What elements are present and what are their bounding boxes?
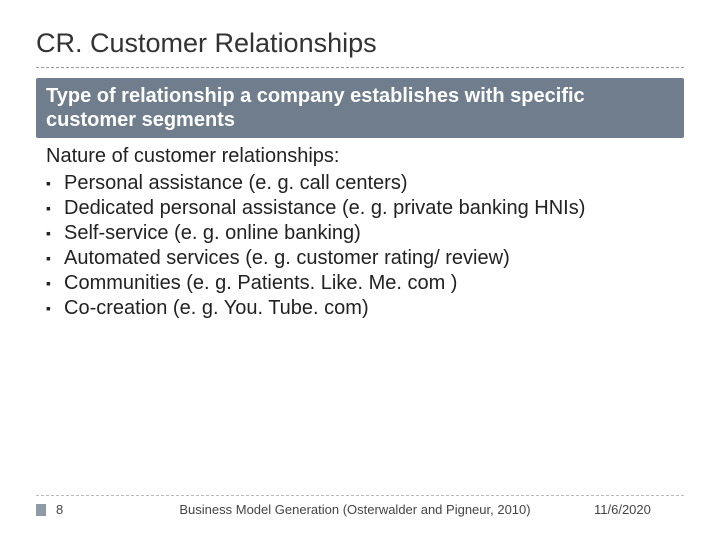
bullet-list: Personal assistance (e. g. call centers)… [46, 171, 674, 321]
title-rule [36, 67, 684, 68]
list-item: Automated services (e. g. customer ratin… [46, 246, 674, 271]
page-number: 8 [56, 502, 116, 517]
body-lead: Nature of customer relationships: [46, 144, 674, 169]
body-box: Nature of customer relationships: Person… [36, 140, 684, 331]
list-item: Personal assistance (e. g. call centers) [46, 171, 674, 196]
footer: 8 Business Model Generation (Osterwalder… [36, 495, 684, 518]
subtitle-band: Type of relationship a company establish… [36, 78, 684, 138]
list-item: Self-service (e. g. online banking) [46, 221, 674, 246]
list-item: Communities (e. g. Patients. Like. Me. c… [46, 271, 674, 296]
list-item: Co-creation (e. g. You. Tube. com) [46, 296, 674, 321]
footer-marker-icon [36, 504, 46, 516]
footer-row: 8 Business Model Generation (Osterwalder… [36, 502, 684, 518]
slide-title: CR. Customer Relationships [36, 28, 684, 59]
footer-date: 11/6/2020 [594, 502, 684, 517]
slide: CR. Customer Relationships Type of relat… [0, 0, 720, 540]
footer-source: Business Model Generation (Osterwalder a… [116, 502, 594, 518]
footer-rule [36, 495, 684, 496]
list-item: Dedicated personal assistance (e. g. pri… [46, 196, 674, 221]
